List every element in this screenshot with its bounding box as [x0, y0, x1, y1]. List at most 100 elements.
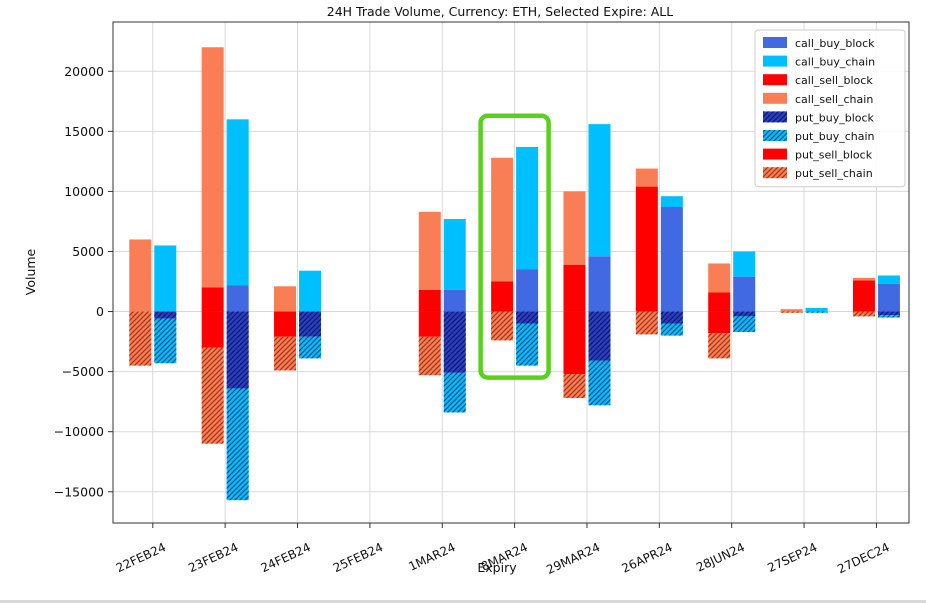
bar-call_buy_chain-28JUN24 [733, 251, 756, 277]
y-tick-label: 20000 [64, 64, 104, 79]
legend-label-call_sell_block: call_sell_block [795, 74, 873, 87]
bar-hatch-put_buy_chain-27SEP24 [805, 311, 828, 313]
legend-swatch-hatch-put_buy_block [763, 111, 787, 123]
bar-hatch-put_buy_chain-27DEC24 [877, 315, 900, 318]
y-tick-label: −10000 [54, 424, 104, 439]
legend-label-call_buy_chain: call_buy_chain [795, 56, 875, 69]
bar-call_sell_chain-8MAR24 [491, 157, 514, 282]
bar-hatch-put_sell_chain-8MAR24 [491, 311, 514, 341]
bar-put_sell_block-1MAR24 [418, 311, 441, 337]
bar-hatch-put_sell_chain-22FEB24 [129, 311, 152, 366]
bar-hatch-put_buy_chain-1MAR24 [443, 372, 466, 413]
legend-swatch-put_sell_block [763, 148, 787, 160]
bar-hatch-put_buy_block-24FEB24 [299, 311, 322, 337]
bar-call_sell_chain-27SEP24 [780, 309, 803, 312]
bar-hatch-put_buy_block-26APR24 [660, 311, 683, 324]
chart-title: 24H Trade Volume, Currency: ETH, Selecte… [327, 4, 674, 19]
bar-put_sell_block-28JUN24 [708, 311, 731, 334]
bars-layer [129, 47, 900, 501]
legend-label-call_buy_block: call_buy_block [795, 37, 875, 50]
bar-hatch-put_buy_block-27DEC24 [877, 311, 900, 316]
bar-put_sell_block-24FEB24 [274, 311, 297, 337]
bar-hatch-put_sell_chain-28JUN24 [708, 333, 731, 359]
bar-call_sell_chain-22FEB24 [129, 239, 152, 312]
bar-hatch-put_sell_chain-26APR24 [635, 311, 658, 335]
bar-hatch-put_buy_chain-29MAR24 [588, 360, 611, 406]
bar-hatch-put_sell_chain-23FEB24 [201, 347, 224, 444]
bar-call_buy_chain-29MAR24 [588, 124, 611, 257]
bar-call_sell_chain-28JUN24 [708, 263, 731, 293]
bar-put_sell_block-23FEB24 [201, 311, 224, 348]
bar-call_sell_chain-24FEB24 [274, 286, 297, 312]
legend-label-call_sell_chain: call_sell_chain [795, 93, 873, 106]
x-tick-label: 1MAR24 [406, 540, 457, 574]
legend-box [754, 29, 906, 188]
legend-label-put_buy_chain: put_buy_chain [795, 130, 875, 143]
x-tick-label: 24FEB24 [259, 540, 313, 575]
bar-hatch-put_sell_chain-27DEC24 [852, 311, 875, 317]
bar-hatch-put_buy_block-28JUN24 [733, 311, 756, 317]
y-tick-label: 10000 [64, 184, 104, 199]
axes-spines [112, 21, 910, 524]
y-tick-label: 5000 [72, 244, 104, 259]
window-bottom-border [0, 600, 926, 603]
bar-hatch-put_buy_chain-26APR24 [660, 323, 683, 336]
bar-call_sell_block-1MAR24 [418, 289, 441, 312]
x-tick-label: 27SEP24 [765, 540, 819, 575]
bar-call_sell_block-26APR24 [635, 186, 658, 312]
bar-call_sell_chain-23FEB24 [201, 47, 224, 288]
x-tick-label: 28JUN24 [694, 540, 747, 575]
bar-hatch-put_buy_chain-28JUN24 [733, 316, 756, 332]
bar-call_buy_chain-24FEB24 [299, 270, 322, 312]
legend-label-put_sell_block: put_sell_block [795, 149, 873, 162]
y-tick-label: 0 [96, 304, 104, 319]
bar-call_buy_block-8MAR24 [516, 269, 539, 312]
bar-call_buy_block-23FEB24 [226, 285, 249, 312]
bar-put_sell_block-29MAR24 [563, 311, 586, 375]
bar-hatch-put_sell_chain-1MAR24 [418, 336, 441, 376]
x-tick-label: 22FEB24 [114, 540, 168, 575]
bar-call_buy_chain-1MAR24 [443, 219, 466, 290]
bar-hatch-put_buy_chain-24FEB24 [299, 336, 322, 359]
bar-hatch-put_sell_chain-24FEB24 [274, 336, 297, 371]
bar-call_sell_chain-29MAR24 [563, 191, 586, 265]
y-tick-label: −15000 [54, 484, 104, 499]
y-tick-label: 15000 [64, 124, 104, 139]
bar-hatch-put_sell_chain-29MAR24 [563, 374, 586, 399]
bar-call_sell_block-27DEC24 [852, 280, 875, 312]
x-tick-label: 25FEB24 [331, 540, 385, 575]
y-tick-label: −5000 [62, 364, 104, 379]
legend-swatch-call_sell_chain [763, 92, 787, 104]
bar-hatch-put_buy_block-1MAR24 [443, 311, 466, 373]
bar-hatch-put_buy_chain-8MAR24 [516, 323, 539, 366]
bar-call_sell_chain-26APR24 [635, 168, 658, 187]
x-tick-label: 23FEB24 [186, 540, 240, 575]
bar-call_buy_chain-26APR24 [660, 196, 683, 208]
legend-swatch-call_buy_chain [763, 55, 787, 67]
bar-call_buy_chain-8MAR24 [516, 146, 539, 270]
legend-label-put_buy_block: put_buy_block [795, 111, 875, 124]
legend-swatch-hatch-put_sell_chain [763, 167, 787, 179]
selected-expiry-highlight [478, 113, 551, 380]
bar-call_sell_block-23FEB24 [201, 287, 224, 312]
legend-swatch-hatch-put_buy_chain [763, 130, 787, 141]
bar-call_sell_block-29MAR24 [563, 264, 586, 312]
legend-swatch-call_sell_block [763, 74, 787, 86]
legend-label-put_sell_chain: put_sell_chain [795, 167, 873, 180]
bar-call_buy_block-29MAR24 [588, 256, 611, 312]
bar-call_buy_block-1MAR24 [443, 289, 466, 312]
y-axis-label: Volume [23, 248, 38, 295]
bar-hatch-put_sell_chain-27SEP24 [780, 311, 803, 313]
bar-hatch-put_buy_chain-23FEB24 [226, 388, 249, 501]
bar-hatch-put_buy_chain-22FEB24 [154, 318, 177, 364]
bar-call_sell_block-28JUN24 [708, 292, 731, 312]
legend: call_buy_block call_buy_chain call_sell_bl… [754, 29, 906, 188]
bar-call_buy_chain-22FEB24 [154, 245, 177, 312]
bar-call_buy_chain-27SEP24 [805, 307, 828, 312]
highlight-layer [478, 113, 551, 380]
x-axis-label: Expiry [477, 560, 517, 575]
bar-call_buy_block-26APR24 [660, 207, 683, 312]
bar-hatch-put_buy_block-8MAR24 [516, 311, 539, 324]
